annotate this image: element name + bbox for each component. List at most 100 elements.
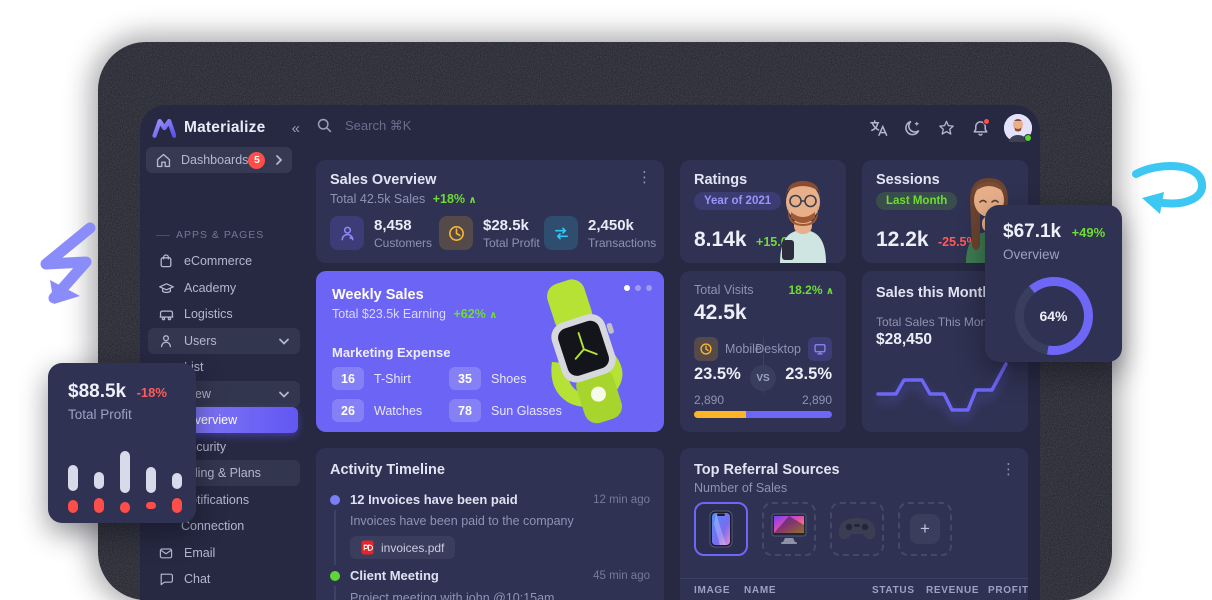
referral-tab-add[interactable]: + [898, 502, 952, 556]
ratings-badge: Year of 2021 [694, 192, 782, 210]
col-name: NAME [744, 584, 777, 596]
attachment-name: invoices.pdf [381, 540, 445, 555]
weekly-sales-card: Weekly Sales Total $23.5k Earning +62% ∧… [316, 271, 664, 432]
desktop-label-row: Desktop [755, 337, 832, 361]
referral-tab-controller[interactable] [830, 502, 884, 556]
home-icon [155, 152, 172, 169]
sidebar-item-label: Chat [184, 572, 211, 586]
notification-dot [983, 118, 990, 125]
chat-icon [157, 571, 175, 587]
shortcuts-star-icon[interactable] [936, 118, 956, 138]
sidebar-item-connection[interactable]: Connection [148, 513, 300, 539]
sales-month-label: Total Sales This Month [876, 315, 998, 329]
user-icon [157, 333, 175, 349]
user-avatar[interactable] [1004, 114, 1032, 142]
search-icon [317, 118, 332, 133]
bar [68, 464, 78, 491]
sidebar-item-academy[interactable]: Academy [148, 275, 300, 301]
profit-delta: -18% [136, 385, 167, 400]
ratings-delta: +15.6% [756, 235, 799, 249]
bar [172, 472, 182, 489]
translate-icon[interactable] [868, 118, 888, 138]
carousel-dot[interactable] [624, 285, 630, 291]
card-title: Activity Timeline [330, 462, 445, 478]
sessions-value-row: 12.2k -25.5% [876, 228, 978, 251]
ratings-value-row: 8.14k +15.6% [694, 228, 799, 251]
sidebar-item-logistics[interactable]: Logistics [148, 301, 300, 327]
bar [146, 467, 156, 493]
overview-percent: 64% [1023, 286, 1084, 346]
transactions-icon [544, 216, 578, 250]
ratings-card: Ratings Year of 2021 8.14k +15.6% [680, 160, 846, 263]
plus-icon: + [910, 514, 940, 544]
app-title: Materialize [184, 119, 266, 136]
sidebar-item-ecommerce[interactable]: eCommerce [148, 248, 300, 274]
sidebar-item-label: Email [184, 546, 216, 560]
weekly-item-sunglasses: 78 Sun Glasses [449, 399, 562, 422]
desktop-count: 2,890 [801, 393, 832, 407]
sessions-delta: -25.5% [938, 235, 978, 249]
sidebar-item-label: Billing & Plans [181, 466, 261, 480]
carousel-dots [624, 285, 652, 291]
card-title: Top Referral Sources [694, 462, 840, 478]
card-subtitle: Total $23.5k Earning +62% ∧ [332, 307, 498, 321]
mail-icon [157, 545, 175, 561]
total-visits-card: Total Visits 18.2% ∧ 42.5k Mobile Deskto… [680, 271, 846, 432]
search-input[interactable]: Search ⌘K [316, 117, 411, 134]
bar [94, 497, 104, 513]
caret-up-icon: ∧ [489, 310, 498, 321]
game-controller-image [838, 518, 876, 540]
timeline-item-title: Client Meeting [350, 568, 439, 583]
section-apps-pages: APPS & PAGES [156, 229, 264, 241]
sidebar-item-calendar[interactable]: Calendar [148, 593, 300, 600]
sales-overview-card: Sales Overview Total 42.5k Sales +18% ∧ … [316, 160, 664, 263]
floating-total-profit-card: $88.5k -18% Total Profit [48, 363, 196, 523]
sidebar-item-label: eCommerce [184, 254, 253, 268]
carousel-dot[interactable] [635, 285, 641, 291]
online-status-dot [1024, 134, 1032, 142]
timeline-dot-purple [330, 495, 340, 505]
bar [68, 499, 78, 513]
app-window: Materialize « Search ⌘K [140, 105, 1040, 600]
attachment-chip[interactable]: invoices.pdf [350, 536, 456, 559]
col-profit: PROFIT [988, 584, 1029, 596]
card-title: Ratings [694, 172, 748, 188]
customers-icon [330, 216, 364, 250]
referral-tab-iphone[interactable] [694, 502, 748, 556]
sidebar-item-chat[interactable]: Chat [148, 566, 300, 592]
visits-delta: 18.2% ∧ [788, 283, 835, 297]
pdf-icon [361, 540, 374, 555]
referral-tab-imac[interactable] [762, 502, 816, 556]
more-menu-icon[interactable]: ⋮ [637, 169, 652, 186]
stat-transactions: 2,450k Transactions [544, 216, 656, 250]
sidebar-item-email[interactable]: Email [148, 540, 300, 566]
col-image: IMAGE [694, 584, 731, 596]
mobile-label-row: Mobile [694, 337, 762, 361]
referral-table-header: IMAGE NAME STATUS REVENUE PROFIT [680, 578, 1028, 600]
sidebar-item-users[interactable]: Users [148, 328, 300, 354]
materialize-logo-icon [152, 119, 176, 138]
logo-row: Materialize « [152, 115, 300, 141]
profit-label: Total Profit [68, 407, 132, 422]
sidebar-item-label: Academy [184, 281, 237, 295]
sidebar-item-dashboards[interactable]: Dashboards 5 [146, 147, 292, 173]
sidebar-collapse-icon[interactable]: « [291, 119, 300, 137]
card-subtitle: Total 42.5k Sales +18% ∧ [330, 192, 477, 206]
profit-value: $88.5k [68, 381, 127, 402]
carousel-dot[interactable] [646, 285, 652, 291]
top-referral-card: Top Referral Sources Number of Sales ⋮ [680, 448, 1028, 600]
mobile-pct: 23.5% [694, 365, 741, 383]
profit-bar-chart [68, 451, 182, 513]
theme-moon-icon[interactable] [902, 118, 922, 138]
overview-value: $67.1k [1003, 221, 1062, 242]
topbar-actions [868, 114, 1032, 142]
timeline-item-title: 12 Invoices have been paid [350, 492, 518, 507]
sidebar-item-notifications[interactable]: Notifications [148, 487, 300, 513]
chevron-down-icon [278, 335, 290, 347]
card-title: Sales this Month [876, 285, 992, 301]
dashboards-badge: 5 [248, 151, 266, 169]
visits-progress-bar [694, 411, 832, 418]
more-menu-icon[interactable]: ⋮ [1001, 461, 1016, 478]
notifications-bell-icon[interactable] [970, 118, 990, 138]
delta-up: +18% [432, 192, 466, 206]
